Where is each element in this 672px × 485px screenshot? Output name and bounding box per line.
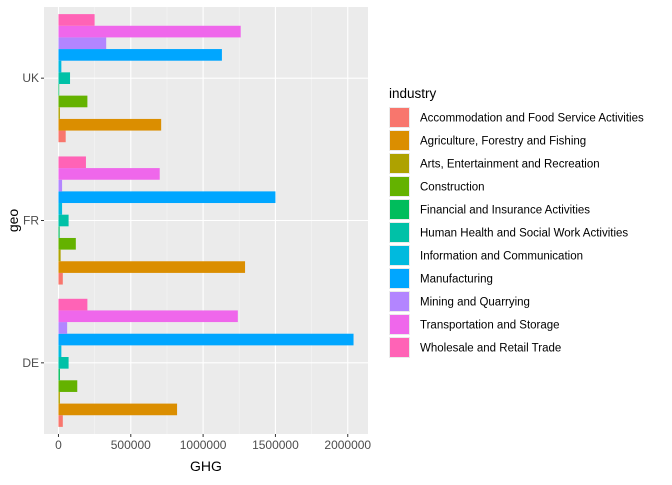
- legend-swatch: [390, 292, 409, 311]
- legend-swatch: [390, 177, 409, 196]
- legend-swatch: [390, 108, 409, 127]
- bar: [58, 333, 354, 346]
- bar: [58, 107, 60, 119]
- bar: [58, 368, 60, 381]
- legend-label: Transportation and Storage: [420, 320, 560, 332]
- bar: [58, 415, 63, 427]
- bar: [58, 118, 162, 131]
- legend-label: Mining and Quarrying: [420, 297, 530, 309]
- legend-title: industry: [389, 86, 437, 101]
- bar: [58, 214, 69, 227]
- y-tick-label: FR: [23, 214, 39, 228]
- bar: [58, 83, 60, 96]
- legend-swatch: [390, 315, 409, 334]
- bar: [58, 203, 63, 215]
- bar: [58, 37, 107, 50]
- legend-label: Manufacturing: [420, 274, 493, 286]
- bar: [58, 380, 78, 392]
- legend-label: Information and Communication: [420, 251, 583, 263]
- legend: industry Accommodation and Food Service A…: [389, 86, 644, 358]
- bar: [58, 237, 76, 250]
- x-tick-label: 0: [55, 438, 62, 452]
- bar: [58, 14, 95, 26]
- bar: [58, 357, 69, 369]
- bar: [58, 72, 71, 84]
- legend-swatch: [390, 200, 409, 219]
- legend-swatch: [390, 154, 409, 173]
- legend-swatch: [390, 338, 409, 357]
- y-axis-title: geo: [5, 209, 21, 233]
- legend-label: Financial and Insurance Activities: [420, 205, 590, 217]
- bar: [58, 179, 63, 192]
- x-tick-label: 1500000: [252, 438, 299, 452]
- bar: [58, 403, 178, 416]
- legend-label: Arts, Entertainment and Recreation: [420, 159, 600, 171]
- bar: [58, 272, 63, 285]
- x-axis-title: GHG: [190, 458, 222, 474]
- bar: [58, 261, 246, 273]
- bar: [58, 310, 238, 323]
- legend-swatch: [390, 269, 409, 288]
- bar: [58, 298, 88, 311]
- y-tick-label: UK: [22, 71, 39, 85]
- bar: [58, 95, 88, 108]
- legend-swatch: [390, 223, 409, 242]
- x-tick-label: 1000000: [180, 438, 227, 452]
- bar: [58, 322, 68, 334]
- bar: [58, 226, 60, 238]
- bar: [58, 345, 62, 358]
- legend-label: Human Health and Social Work Activities: [420, 228, 628, 240]
- bar: [58, 191, 276, 204]
- y-tick-label: DE: [22, 356, 39, 370]
- bar: [58, 391, 60, 404]
- bar: [58, 156, 86, 169]
- x-tick-label: 500000: [111, 438, 151, 452]
- bar: [58, 130, 66, 143]
- bar: [58, 49, 222, 61]
- legend-label: Construction: [420, 182, 485, 194]
- legend-swatch: [390, 131, 409, 150]
- legend-label: Wholesale and Retail Trade: [420, 343, 561, 355]
- bar: [58, 168, 160, 180]
- legend-swatch: [390, 246, 409, 265]
- bar: [58, 25, 241, 38]
- legend-label: Agriculture, Forestry and Fishing: [420, 136, 586, 148]
- bar: [58, 60, 62, 73]
- x-tick-label: 2000000: [324, 438, 371, 452]
- legend-label: Accommodation and Food Service Activitie…: [420, 113, 644, 125]
- bar: [58, 249, 61, 262]
